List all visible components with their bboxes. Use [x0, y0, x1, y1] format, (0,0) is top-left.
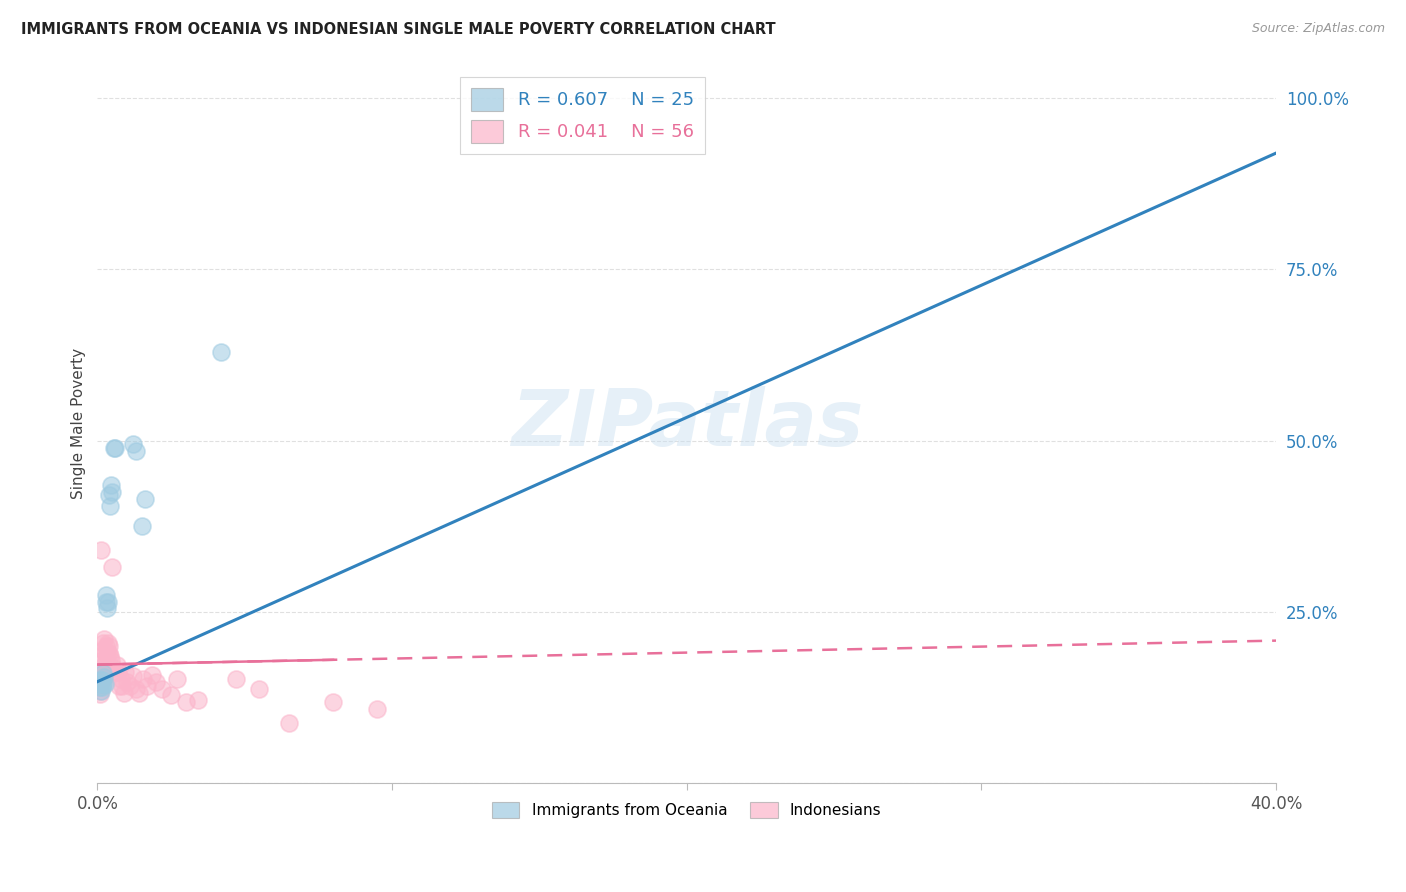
- Point: [89, 677, 111, 691]
- Point: [121, 437, 143, 451]
- Point: [136, 679, 159, 693]
- Point: [101, 560, 124, 574]
- Point: [94, 646, 117, 660]
- Point: [90, 683, 112, 698]
- Point: [104, 665, 127, 679]
- Point: [89, 683, 111, 698]
- Point: [100, 653, 122, 667]
- Point: [94, 639, 117, 653]
- Point: [100, 478, 122, 492]
- Point: [277, 715, 299, 730]
- Point: [110, 672, 132, 686]
- Point: [90, 673, 112, 688]
- Point: [124, 444, 146, 458]
- Point: [91, 659, 114, 673]
- Point: [97, 646, 120, 660]
- Point: [93, 632, 115, 647]
- Point: [174, 695, 197, 709]
- Point: [166, 672, 188, 686]
- Point: [93, 670, 115, 684]
- Point: [91, 653, 114, 667]
- Point: [90, 663, 112, 677]
- Point: [89, 687, 111, 701]
- Text: ZIPatlas: ZIPatlas: [510, 385, 863, 461]
- Point: [121, 668, 143, 682]
- Point: [101, 485, 124, 500]
- Point: [90, 677, 112, 691]
- Point: [98, 639, 121, 653]
- Point: [91, 677, 114, 691]
- Point: [90, 670, 112, 684]
- Point: [322, 695, 344, 709]
- Point: [103, 441, 125, 455]
- Point: [141, 668, 163, 682]
- Point: [98, 649, 121, 664]
- Point: [111, 679, 134, 693]
- Point: [93, 677, 115, 691]
- Point: [187, 692, 209, 706]
- Point: [107, 665, 129, 679]
- Point: [103, 661, 125, 675]
- Point: [96, 659, 118, 673]
- Point: [97, 488, 120, 502]
- Text: IMMIGRANTS FROM OCEANIA VS INDONESIAN SINGLE MALE POVERTY CORRELATION CHART: IMMIGRANTS FROM OCEANIA VS INDONESIAN SI…: [21, 22, 776, 37]
- Point: [108, 679, 131, 693]
- Point: [105, 658, 128, 673]
- Point: [93, 670, 115, 684]
- Point: [249, 682, 271, 697]
- Point: [90, 680, 112, 694]
- Point: [90, 666, 112, 681]
- Point: [131, 519, 153, 533]
- Point: [366, 702, 388, 716]
- Point: [150, 681, 173, 696]
- Legend: Immigrants from Oceania, Indonesians: Immigrants from Oceania, Indonesians: [484, 795, 889, 826]
- Point: [209, 344, 232, 359]
- Text: Source: ZipAtlas.com: Source: ZipAtlas.com: [1251, 22, 1385, 36]
- Point: [114, 665, 136, 679]
- Point: [96, 653, 118, 667]
- Point: [115, 674, 138, 689]
- Point: [94, 594, 117, 608]
- Point: [132, 672, 155, 686]
- Point: [96, 601, 118, 615]
- Point: [90, 543, 112, 558]
- Point: [91, 642, 114, 657]
- Point: [225, 672, 247, 686]
- Point: [128, 686, 150, 700]
- Point: [160, 689, 183, 703]
- Point: [97, 594, 120, 608]
- Point: [87, 680, 110, 694]
- Point: [134, 491, 156, 506]
- Point: [91, 635, 114, 649]
- Point: [89, 680, 111, 694]
- Y-axis label: Single Male Poverty: Single Male Poverty: [72, 348, 86, 500]
- Point: [98, 499, 121, 513]
- Point: [104, 441, 127, 455]
- Point: [89, 673, 111, 688]
- Point: [124, 681, 146, 696]
- Point: [145, 674, 167, 689]
- Point: [96, 646, 118, 660]
- Point: [118, 679, 141, 693]
- Point: [97, 635, 120, 649]
- Point: [87, 673, 110, 688]
- Point: [89, 677, 111, 691]
- Point: [91, 666, 114, 681]
- Point: [96, 588, 118, 602]
- Point: [91, 673, 114, 688]
- Point: [112, 686, 135, 700]
